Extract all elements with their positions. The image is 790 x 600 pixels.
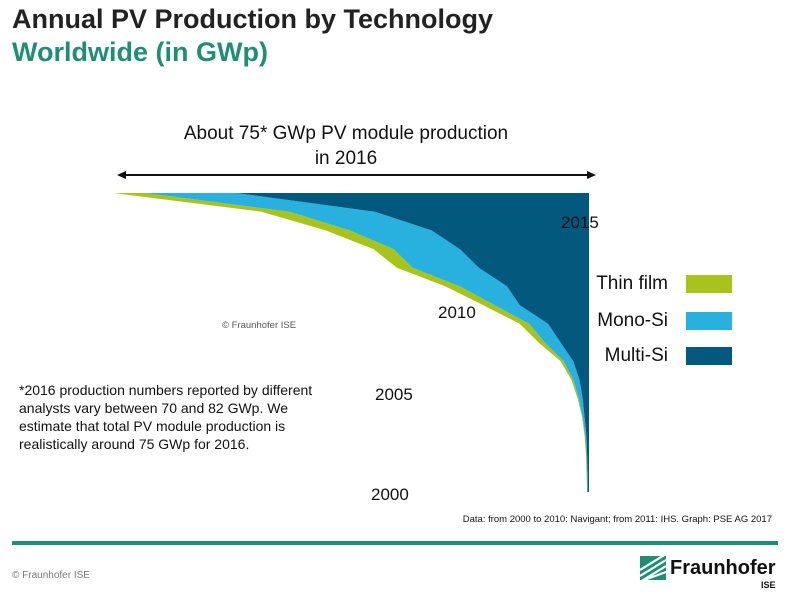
fraunhofer-logo-icon <box>640 556 666 580</box>
page-title: Annual PV Production by Technology <box>12 4 494 34</box>
year-label-2010: 2010 <box>438 303 476 322</box>
year-label-2000: 2000 <box>371 485 409 504</box>
footer-rule <box>12 541 778 545</box>
legend-label-multi-si: Multi-Si <box>605 345 668 366</box>
fraunhofer-logo: Fraunhofer ISE <box>640 556 780 596</box>
legend-swatch-multi-si <box>686 347 732 365</box>
annotation-line-2: in 2016 <box>315 148 377 169</box>
chart-copyright: © Fraunhofer ISE <box>222 320 297 331</box>
production-funnel-chart: About 75* GWp PV module production in 201… <box>113 123 732 504</box>
multi-si-area <box>236 193 589 492</box>
mono-si-area <box>144 193 588 492</box>
year-label-2015: 2015 <box>561 213 599 232</box>
year-label-2005: 2005 <box>375 385 413 404</box>
legend-label-thin-film: Thin film <box>596 273 668 294</box>
annotation-arrow-right-head <box>587 171 596 179</box>
annotation-arrow-left-head <box>117 171 126 179</box>
annotation-line-1: About 75* GWp PV module production <box>184 123 508 144</box>
data-source: Data: from 2000 to 2010: Navigant; from … <box>462 514 772 525</box>
page-subtitle: Worldwide (in GWp) <box>12 37 268 67</box>
legend-swatch-mono-si <box>686 312 732 330</box>
legend-label-mono-si: Mono-Si <box>597 310 668 331</box>
logo-text: Fraunhofer <box>670 557 776 579</box>
footnote: *2016 production numbers reported by dif… <box>19 382 313 452</box>
logo-sub: ISE <box>761 580 776 590</box>
footer-copyright: © Fraunhofer ISE <box>12 570 90 581</box>
legend-swatch-thin-film <box>686 275 732 293</box>
